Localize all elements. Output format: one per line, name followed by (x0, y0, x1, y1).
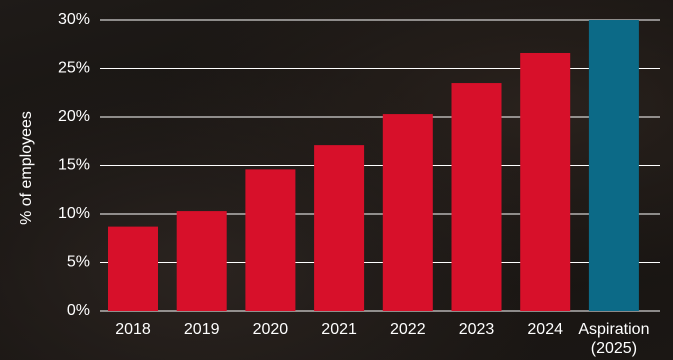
x-tick-label: 2018 (115, 321, 151, 338)
x-tick-label: 2019 (184, 321, 220, 338)
bar-2022 (382, 114, 433, 311)
y-tick-label: 25% (58, 60, 90, 77)
bar-2019 (176, 211, 227, 311)
y-axis-title: % of employees (18, 111, 35, 225)
bar-2020 (245, 169, 296, 311)
x-tick-label: 2021 (321, 321, 357, 338)
y-tick-label: 30% (58, 11, 90, 28)
x-tick-label: 2023 (459, 321, 495, 338)
x-tick-label: 2022 (390, 321, 426, 338)
y-tick-label: 20% (58, 108, 90, 125)
y-tick-labels: 0% 5% 10% 15% 20% 25% 30% (58, 11, 90, 319)
bar-2018 (108, 226, 158, 311)
bar-aspiration-2025 (588, 20, 639, 311)
x-tick-labels: 2018 2019 2020 2021 2022 2023 2024 Aspiration (2… (115, 321, 649, 357)
bar-2023 (451, 83, 502, 311)
y-tick-label: 5% (67, 254, 90, 271)
y-tick-label: 10% (58, 205, 90, 222)
bars (108, 20, 639, 311)
x-tick-label: 2024 (527, 321, 563, 338)
x-tick-label: 2020 (253, 321, 289, 338)
x-tick-label: Aspiration (2025) (578, 321, 649, 357)
bar-2021 (314, 145, 365, 311)
y-tick-label: 0% (67, 302, 90, 319)
y-tick-label: 15% (58, 157, 90, 174)
bar-2024 (520, 52, 571, 311)
